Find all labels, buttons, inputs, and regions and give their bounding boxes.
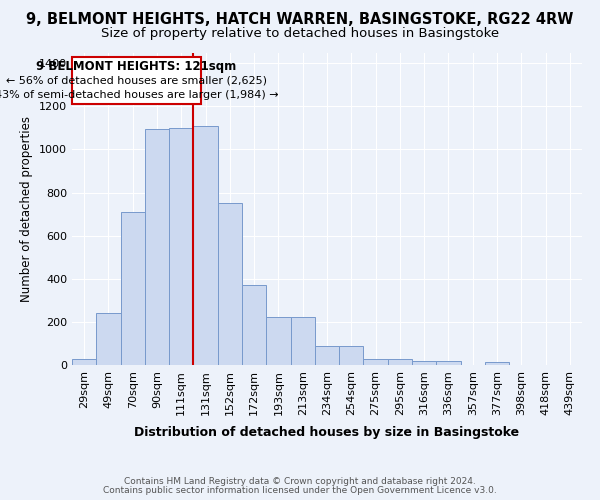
Bar [145,129,169,365]
Text: Size of property relative to detached houses in Basingstoke: Size of property relative to detached ho… [101,28,499,40]
Bar [242,286,266,365]
Text: 9, BELMONT HEIGHTS, HATCH WARREN, BASINGSTOKE, RG22 4RW: 9, BELMONT HEIGHTS, HATCH WARREN, BASING… [26,12,574,28]
Bar [96,314,121,365]
FancyBboxPatch shape [72,57,201,104]
Bar [290,316,315,365]
Text: Contains HM Land Registry data © Crown copyright and database right 2024.: Contains HM Land Registry data © Crown c… [124,477,476,486]
Y-axis label: Number of detached properties: Number of detached properties [20,116,34,302]
Text: 43% of semi-detached houses are larger (1,984) →: 43% of semi-detached houses are larger (… [0,90,278,100]
Bar [315,346,339,365]
Text: ← 56% of detached houses are smaller (2,625): ← 56% of detached houses are smaller (2,… [6,76,267,86]
Bar [193,126,218,365]
Bar [412,360,436,365]
Bar [388,358,412,365]
Bar [364,358,388,365]
Bar [266,316,290,365]
Text: 9 BELMONT HEIGHTS: 121sqm: 9 BELMONT HEIGHTS: 121sqm [36,60,236,73]
Bar [121,212,145,365]
Bar [218,204,242,365]
Bar [436,361,461,365]
X-axis label: Distribution of detached houses by size in Basingstoke: Distribution of detached houses by size … [134,426,520,439]
Bar [169,128,193,365]
Bar [339,346,364,365]
Bar [485,362,509,365]
Text: Contains public sector information licensed under the Open Government Licence v3: Contains public sector information licen… [103,486,497,495]
Bar [72,358,96,365]
